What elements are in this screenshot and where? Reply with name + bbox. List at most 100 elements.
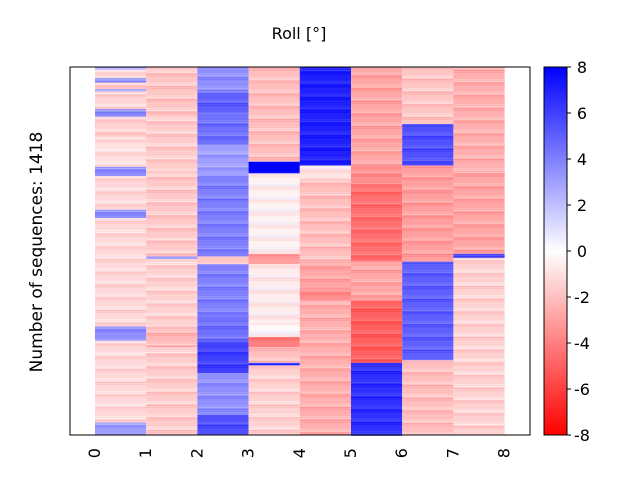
heatmap-row-stripe (299, 396, 351, 398)
heatmap-row-stripe (299, 80, 351, 82)
heatmap-row-stripe (453, 97, 505, 99)
heatmap-row-stripe (146, 69, 198, 72)
heatmap-row-stripe (299, 319, 351, 321)
heatmap-row-stripe (95, 293, 147, 295)
heatmap-row-stripe (95, 242, 147, 244)
heatmap-row-stripe (299, 235, 351, 238)
heatmap-row-stripe (402, 300, 454, 303)
heatmap-row-stripe (146, 353, 198, 355)
heatmap-row-stripe (95, 282, 147, 284)
heatmap-row-stripe (299, 257, 351, 259)
heatmap-row-stripe (453, 371, 505, 373)
heatmap-row-stripe (248, 419, 300, 421)
heatmap-row-stripe (351, 308, 403, 311)
heatmap-row-stripe (402, 322, 454, 324)
heatmap-row-stripe (95, 369, 147, 371)
heatmap-row-stripe (146, 186, 198, 188)
heatmap-row-stripe (197, 394, 249, 396)
heatmap-row-stripe (197, 125, 249, 127)
heatmap-row-stripe (95, 309, 147, 312)
heatmap-row-stripe (299, 144, 351, 146)
heatmap-row-stripe (197, 235, 249, 237)
heatmap-row-stripe (402, 146, 454, 149)
heatmap-row-stripe (299, 421, 351, 423)
heatmap-row-stripe (453, 415, 505, 417)
heatmap-row-stripe (197, 182, 249, 184)
heatmap-row-stripe (453, 389, 505, 391)
heatmap-row-stripe (351, 405, 403, 407)
heatmap-row-stripe (95, 284, 147, 286)
heatmap-row-stripe (299, 354, 351, 356)
heatmap-row-stripe (402, 308, 454, 310)
x-tick-label-2: 2 (187, 448, 206, 458)
heatmap-row-stripe (248, 417, 300, 419)
heatmap-row-stripe (197, 197, 249, 199)
heatmap-row-stripe (197, 120, 249, 122)
heatmap-row-stripe (248, 248, 300, 251)
heatmap-row-stripe (299, 149, 351, 151)
heatmap-row-stripe (351, 334, 403, 336)
heatmap-row-stripe (402, 250, 454, 252)
heatmap-row-stripe (453, 411, 505, 413)
heatmap-row-stripe (402, 173, 454, 176)
heatmap-row-stripe (402, 202, 454, 205)
heatmap-row-stripe (146, 355, 198, 357)
heatmap-row-stripe (146, 130, 198, 132)
heatmap-row-stripe (402, 395, 454, 398)
heatmap-row-stripe (197, 423, 249, 425)
heatmap-row-stripe (197, 77, 249, 79)
heatmap-row-stripe (351, 192, 403, 194)
heatmap-row-stripe (248, 366, 300, 368)
heatmap-row-stripe (197, 75, 249, 77)
heatmap-row-stripe (351, 359, 403, 361)
heatmap-row-stripe (146, 229, 198, 232)
heatmap-row-stripe (299, 133, 351, 135)
heatmap-row-stripe (95, 416, 147, 418)
heatmap-row-stripe (351, 343, 403, 345)
heatmap-row-stripe (402, 358, 454, 361)
heatmap-cell-col2-seg4 (197, 176, 249, 257)
heatmap-row-stripe (351, 153, 403, 155)
heatmap-row-stripe (248, 430, 300, 432)
heatmap-row-stripe (197, 184, 249, 186)
heatmap-row-stripe (95, 171, 147, 173)
heatmap-row-stripe (351, 411, 403, 413)
heatmap-row-stripe (453, 425, 505, 428)
heatmap-row-stripe (146, 314, 198, 316)
heatmap-row-stripe (95, 138, 147, 140)
heatmap-row-stripe (402, 88, 454, 90)
heatmap-row-stripe (248, 406, 300, 408)
heatmap-row-stripe (453, 296, 505, 299)
heatmap-row-stripe (402, 104, 454, 106)
heatmap-row-stripe (299, 122, 351, 124)
heatmap-row-stripe (197, 101, 249, 103)
heatmap-row-stripe (146, 100, 198, 102)
heatmap-row-stripe (146, 226, 198, 228)
heatmap-row-stripe (197, 424, 249, 427)
heatmap-row-stripe (453, 147, 505, 150)
heatmap-row-stripe (351, 330, 403, 332)
heatmap-row-stripe (402, 410, 454, 412)
colorbar-tick-label: 4 (577, 150, 587, 169)
heatmap-row-stripe (95, 345, 147, 347)
heatmap-row-stripe (197, 350, 249, 352)
heatmap-row-stripe (95, 244, 147, 246)
heatmap-row-stripe (402, 324, 454, 326)
heatmap-row-stripe (351, 202, 403, 205)
heatmap-row-stripe (351, 190, 403, 192)
heatmap-row-stripe (299, 168, 351, 170)
heatmap-row-stripe (453, 384, 505, 386)
heatmap-row-stripe (95, 128, 147, 130)
heatmap-cell-col6-seg1 (402, 124, 454, 166)
heatmap-row-stripe (351, 217, 403, 219)
heatmap-row-stripe (197, 151, 249, 153)
heatmap-row-stripe (351, 396, 403, 398)
heatmap-row-stripe (453, 424, 505, 426)
heatmap-row-stripe (402, 297, 454, 299)
heatmap-row-stripe (248, 277, 300, 280)
heatmap-row-stripe (146, 364, 198, 366)
heatmap-row-stripe (248, 402, 300, 405)
heatmap-row-stripe (299, 232, 351, 234)
heatmap-row-stripe (248, 303, 300, 305)
